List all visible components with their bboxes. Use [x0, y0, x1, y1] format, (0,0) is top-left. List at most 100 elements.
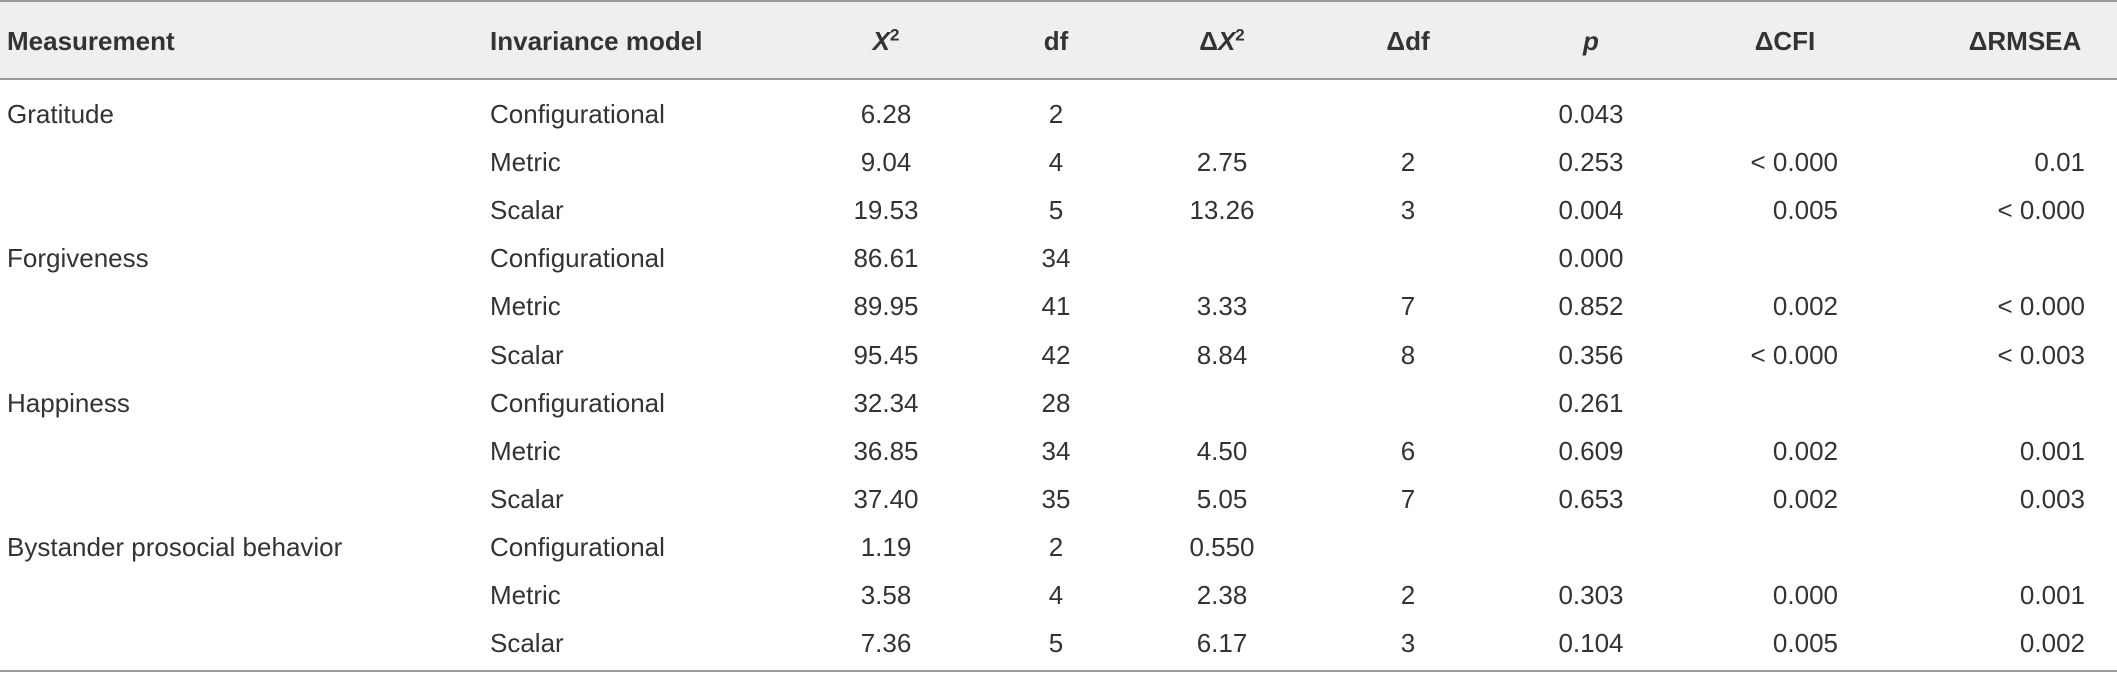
value-cell: 2 [1048, 531, 1064, 562]
header-sup: 2 [1235, 25, 1245, 45]
measurement-cell: Forgiveness [7, 243, 149, 274]
value-cell: 0.002 [1772, 435, 1838, 466]
value-cell: 0.01 [2034, 147, 2085, 178]
column-header: ΔX2 [1072, 21, 1372, 61]
value-cell: 95.45 [853, 339, 919, 370]
value-cell: < 0.003 [1997, 339, 2085, 370]
measurement-cell: Happiness [7, 387, 130, 418]
column-header: ΔCFI [1754, 26, 1816, 56]
value-cell: 6 [1400, 435, 1416, 466]
value-cell: 0.002 [1772, 291, 1838, 322]
value-cell: 0.005 [1772, 628, 1838, 659]
model-cell: Metric [490, 435, 561, 466]
value-cell: < 0.000 [1750, 339, 1838, 370]
model-cell: Scalar [490, 483, 564, 514]
value-cell: 0.002 [2019, 628, 2085, 659]
column-header: Invariance model [490, 26, 703, 56]
value-cell: 2 [1400, 580, 1416, 610]
model-cell: Scalar [490, 339, 564, 370]
value-cell: 2 [1400, 147, 1416, 178]
model-cell: Scalar [490, 195, 564, 226]
model-cell: Scalar [490, 628, 564, 659]
value-cell: 28 [1041, 387, 1071, 418]
value-cell: 0.253 [1558, 147, 1624, 178]
value-cell: 0.003 [2019, 483, 2085, 514]
value-cell: 0.002 [1772, 483, 1838, 514]
model-cell: Configurational [490, 387, 665, 418]
value-cell: 2.75 [1196, 147, 1248, 178]
value-cell: 3 [1400, 195, 1416, 226]
value-cell: 34 [1041, 435, 1071, 466]
value-cell: 13.26 [1189, 195, 1255, 226]
value-cell: 86.61 [853, 243, 919, 274]
value-cell: 8.84 [1196, 339, 1248, 370]
value-cell: 6.28 [860, 99, 912, 129]
value-cell: 0.550 [1189, 531, 1255, 562]
column-header: ΔRMSEA [1968, 26, 2082, 56]
value-cell: 0.303 [1558, 580, 1624, 610]
value-cell: 0.653 [1558, 483, 1624, 514]
model-cell: Configurational [490, 99, 665, 129]
column-header: df [1043, 26, 1069, 56]
value-cell: 0.104 [1558, 628, 1624, 659]
value-cell: 19.53 [853, 195, 919, 226]
value-cell: 7 [1400, 483, 1416, 514]
value-cell: 37.40 [853, 483, 919, 514]
value-cell: 0.001 [2019, 580, 2085, 610]
value-cell: 0.005 [1772, 195, 1838, 226]
value-cell: 2.38 [1196, 580, 1248, 610]
value-cell: < 0.000 [1997, 291, 2085, 322]
value-cell: 0.852 [1558, 291, 1624, 322]
value-cell: 36.85 [853, 435, 919, 466]
measurement-cell: Bystander prosocial behavior [7, 531, 343, 562]
value-cell: 7.36 [860, 628, 912, 659]
value-cell: 9.04 [860, 147, 912, 178]
header-row [0, 0, 2117, 80]
value-cell: 4 [1048, 147, 1064, 178]
value-cell: 4.50 [1196, 435, 1248, 466]
value-cell: 1.19 [860, 531, 912, 562]
model-cell: Metric [490, 580, 561, 610]
value-cell: 35 [1041, 483, 1071, 514]
value-cell: 0.004 [1558, 195, 1624, 226]
model-cell: Metric [490, 291, 561, 322]
value-cell: 42 [1041, 339, 1071, 370]
value-cell: 0.043 [1558, 99, 1624, 129]
value-cell: 34 [1041, 243, 1071, 274]
bottom-rule [0, 670, 2117, 672]
value-cell: 5 [1048, 195, 1064, 226]
value-cell: < 0.000 [1750, 147, 1838, 178]
value-cell: 4 [1048, 580, 1064, 610]
value-cell: 0.001 [2019, 435, 2085, 466]
model-cell: Configurational [490, 243, 665, 274]
column-header: Measurement [7, 26, 175, 56]
value-cell: 0.000 [1772, 580, 1838, 610]
value-cell: 8 [1400, 339, 1416, 370]
value-cell: 6.17 [1196, 628, 1248, 659]
column-header: Δdf [1386, 26, 1430, 56]
value-cell: 2 [1048, 99, 1064, 129]
value-cell: < 0.000 [1997, 195, 2085, 226]
value-cell: 7 [1400, 291, 1416, 322]
value-cell: 3 [1400, 628, 1416, 659]
value-cell: 32.34 [853, 387, 919, 418]
model-cell: Metric [490, 147, 561, 178]
column-header: X2 [736, 21, 1036, 61]
value-cell: 3.33 [1196, 291, 1248, 322]
value-cell: 5 [1048, 628, 1064, 659]
value-cell: 0.609 [1558, 435, 1624, 466]
measurement-cell: Gratitude [7, 99, 114, 129]
value-cell: 5.05 [1196, 483, 1248, 514]
model-cell: Configurational [490, 531, 665, 562]
value-cell: 89.95 [853, 291, 919, 322]
value-cell: 41 [1041, 291, 1071, 322]
column-header: p [1583, 26, 1599, 56]
value-cell: 3.58 [860, 580, 912, 610]
value-cell: 0.261 [1558, 387, 1624, 418]
value-cell: 0.000 [1558, 243, 1624, 274]
value-cell: 0.356 [1558, 339, 1624, 370]
header-base: X [1217, 26, 1236, 56]
header-prefix: Δ [1199, 26, 1218, 56]
header-base: X [872, 26, 890, 56]
